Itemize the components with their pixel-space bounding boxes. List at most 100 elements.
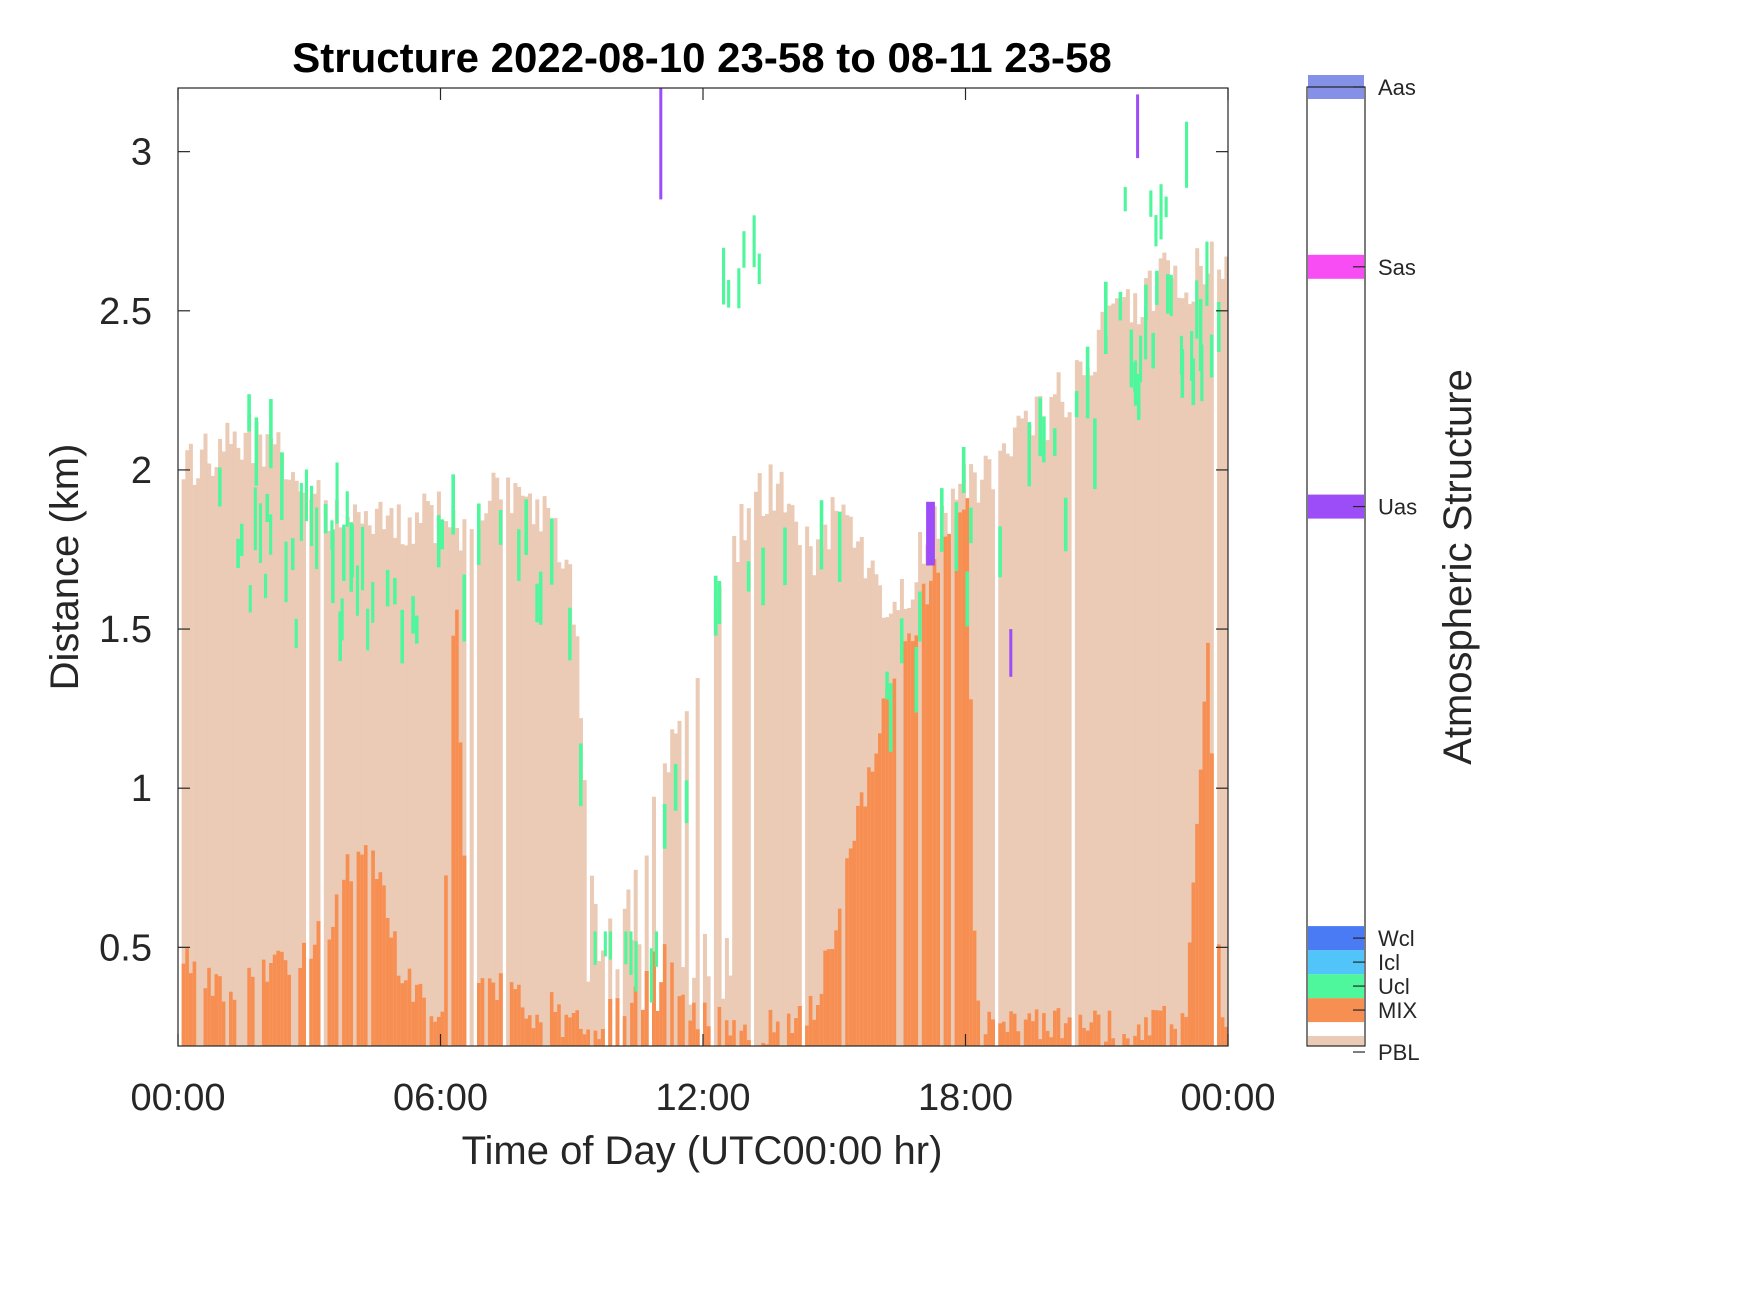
mix-column xyxy=(480,978,485,1046)
ucl-segment xyxy=(451,474,455,535)
ucl-segment xyxy=(837,511,842,582)
pbl-column xyxy=(1133,293,1138,1046)
pbl-column xyxy=(506,477,511,1046)
pbl-column xyxy=(360,523,365,1046)
ucl-segment xyxy=(1195,280,1199,339)
mix-column xyxy=(327,939,332,1046)
pbl-column xyxy=(582,780,587,1046)
mix-column xyxy=(517,984,522,1046)
mix-column xyxy=(652,951,656,1046)
mix-column xyxy=(436,1016,441,1046)
mix-column xyxy=(302,942,306,1046)
mix-column xyxy=(451,635,456,1046)
pbl-column xyxy=(535,499,540,1046)
y-tick-label: 1 xyxy=(131,768,152,810)
mix-column xyxy=(298,968,303,1046)
mix-column xyxy=(819,993,824,1046)
pbl-column xyxy=(644,855,649,1046)
ucl-segment xyxy=(248,585,252,613)
pbl-column xyxy=(805,526,810,1046)
y-tick-label: 3 xyxy=(131,132,152,174)
data-columns xyxy=(181,88,1229,1047)
ucl-segment xyxy=(1093,418,1097,490)
x-tick-label: 12:00 xyxy=(655,1077,750,1119)
mix-column xyxy=(1136,1024,1141,1046)
ucl-segment xyxy=(247,394,251,432)
mix-column xyxy=(765,1044,769,1046)
mix-column xyxy=(597,1039,602,1046)
pbl-column xyxy=(491,472,496,1046)
pbl-column xyxy=(1217,269,1222,1047)
ucl-segment xyxy=(713,575,718,636)
pbl-column xyxy=(626,889,631,1046)
mix-column xyxy=(316,921,321,1046)
mix-column xyxy=(513,989,518,1046)
pbl-column xyxy=(662,763,667,1046)
pbl-column xyxy=(652,796,656,1046)
pbl-column xyxy=(309,499,314,1046)
pbl-column xyxy=(425,501,430,1046)
ucl-segment xyxy=(340,598,344,641)
mix-column xyxy=(495,1000,500,1046)
pbl-column xyxy=(1202,284,1207,1046)
pbl-column xyxy=(713,606,718,1046)
ucl-segment xyxy=(819,500,824,570)
pbl-column xyxy=(1049,397,1054,1046)
pbl-column xyxy=(735,562,740,1046)
pbl-column xyxy=(389,508,394,1047)
pbl-column xyxy=(622,908,627,1046)
pbl-column xyxy=(1056,372,1061,1046)
ucl-segment xyxy=(269,398,273,469)
mix-column xyxy=(1005,1031,1010,1046)
mix-column xyxy=(830,949,835,1046)
mix-column xyxy=(1012,1013,1017,1046)
mix-column xyxy=(921,583,926,1046)
mix-column xyxy=(677,996,682,1046)
pbl-column xyxy=(407,517,412,1046)
pbl-column xyxy=(593,903,598,1046)
mix-column xyxy=(692,1002,697,1046)
ucl-segment xyxy=(323,504,328,534)
pbl-column xyxy=(243,432,248,1046)
mix-column xyxy=(393,931,398,1046)
pbl-column xyxy=(291,472,295,1047)
ucl-segment xyxy=(914,646,919,713)
colorbar-label-mix: MIX xyxy=(1378,998,1417,1023)
pbl-column xyxy=(1089,375,1094,1046)
pbl-column xyxy=(374,508,379,1046)
pbl-column xyxy=(564,559,569,1046)
pbl-column xyxy=(1027,425,1032,1047)
ucl-segment xyxy=(1085,346,1090,419)
pbl-column xyxy=(1140,317,1145,1047)
pbl-column xyxy=(852,547,857,1046)
pbl-column xyxy=(1198,265,1203,1046)
ucl-segment xyxy=(415,615,419,644)
mix-column xyxy=(797,1006,802,1046)
mix-column xyxy=(1140,1040,1145,1046)
mix-column xyxy=(1125,1038,1130,1046)
ucl-segment xyxy=(411,596,415,634)
ucl-segment xyxy=(393,577,397,605)
pbl-column xyxy=(896,610,901,1046)
mix-column xyxy=(1184,1016,1189,1046)
pbl-column xyxy=(1045,440,1050,1047)
mix-column xyxy=(827,949,831,1046)
ucl-segment xyxy=(1053,428,1057,456)
mix-column xyxy=(487,978,492,1046)
mix-column xyxy=(1224,1026,1229,1046)
mix-column xyxy=(1016,1031,1021,1046)
mix-column xyxy=(991,1019,995,1046)
mix-column xyxy=(462,855,467,1046)
pbl-column xyxy=(436,491,441,1046)
pbl-column xyxy=(830,497,835,1047)
pbl-column xyxy=(717,586,722,1046)
ucl-segment xyxy=(752,215,756,268)
pbl-column xyxy=(400,544,405,1046)
pbl-column xyxy=(790,505,795,1047)
mix-column xyxy=(768,1009,773,1046)
mix-column xyxy=(1195,823,1200,1046)
mix-column xyxy=(280,951,285,1046)
pbl-column xyxy=(404,545,408,1046)
pbl-column xyxy=(600,950,605,1046)
ucl-segment xyxy=(888,683,893,752)
